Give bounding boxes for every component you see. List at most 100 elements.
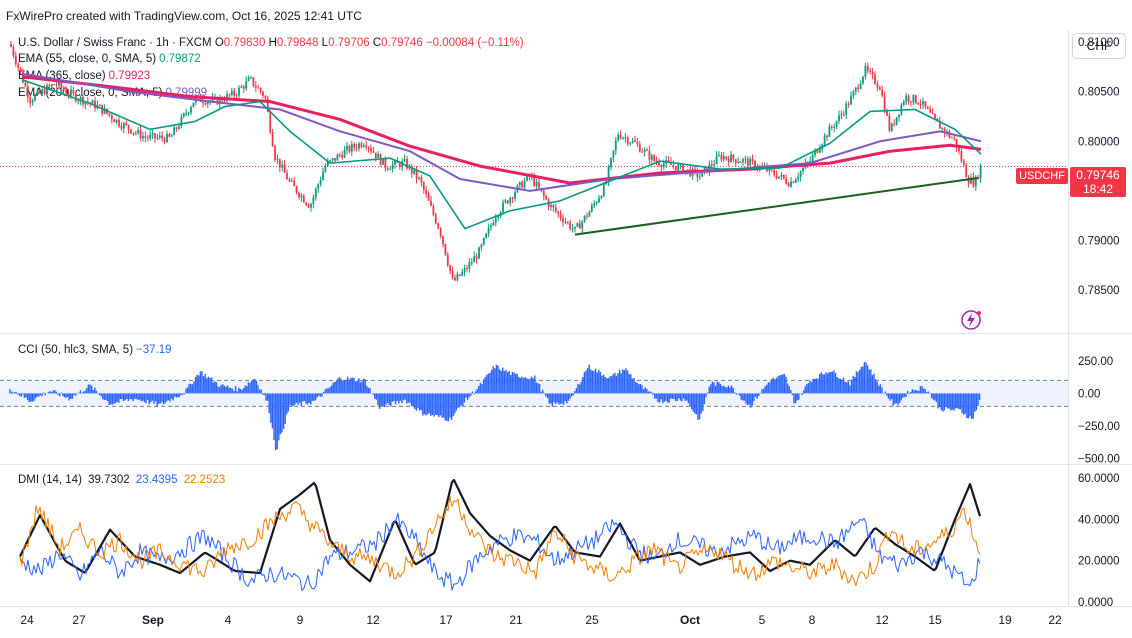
cci-bar (210, 377, 213, 394)
cci-bar (650, 392, 653, 394)
cci-bar (740, 393, 742, 400)
cci-bar (38, 393, 40, 397)
candle-body (14, 55, 17, 64)
candle-body (917, 102, 920, 105)
cci-bar (742, 393, 744, 401)
cci-bar (564, 393, 566, 402)
cci-bar (415, 393, 418, 411)
cci-bar (646, 388, 648, 394)
cci-bar (404, 393, 406, 400)
support-trendline (574, 177, 979, 236)
cci-bar (353, 377, 355, 394)
candle-body (365, 145, 368, 148)
cci-bar (772, 377, 774, 394)
ema55-legend[interactable]: EMA (55, close, 0, SMA, 5) 0.79872 (18, 53, 204, 65)
cci-bar (918, 390, 920, 394)
cci-bar (58, 393, 61, 397)
cci-bar (943, 393, 946, 411)
cci-bar (111, 393, 114, 405)
cci-bar (473, 393, 475, 395)
cci-bar (764, 386, 766, 394)
candle-body (245, 80, 248, 89)
candle-body (170, 135, 173, 137)
cci-bar (90, 385, 93, 394)
candle-body (422, 182, 425, 190)
dmi-legend[interactable]: DMI (14, 14) 39.7302 23.4395 22.2523 (18, 474, 228, 486)
cci-bar (393, 393, 395, 402)
candle-body (418, 177, 420, 179)
candle-body (254, 85, 257, 88)
cci-bar (666, 393, 669, 403)
candle-body (77, 100, 80, 102)
cci-bar (145, 393, 147, 404)
cci-bar (66, 393, 69, 398)
cci-bar (121, 393, 123, 400)
cci-bar (420, 393, 422, 411)
cci-bar (639, 384, 642, 394)
cci-bar (127, 393, 130, 402)
cci-bar (812, 378, 814, 394)
cci-bar (796, 393, 798, 401)
cci-bar (863, 362, 866, 394)
cci-bar (161, 393, 163, 403)
cci-bar (628, 374, 630, 394)
cci-bar (226, 385, 229, 394)
candle-body (737, 162, 740, 164)
cci-bar (663, 393, 666, 402)
cci-bar (550, 393, 552, 404)
candle-body (374, 152, 377, 158)
cci-bar (823, 374, 826, 394)
cci-bar (802, 390, 805, 394)
candle-body (953, 138, 956, 140)
cci-bar (450, 393, 453, 420)
candle-body (178, 126, 180, 129)
candle-body (653, 155, 656, 161)
cci-bar (55, 391, 58, 394)
candle-body (612, 150, 615, 158)
candle-body (262, 91, 264, 97)
cci-bar (753, 393, 755, 402)
time-axis-label: 19 (998, 613, 1012, 627)
cci-bar (449, 393, 451, 418)
cci-bar (654, 393, 656, 399)
dmi-minus-di-line (19, 495, 981, 587)
cci-legend[interactable]: CCI (50, hlc3, SMA, 5) −37.19 (18, 344, 175, 356)
cci-bar (442, 393, 445, 418)
bar-countdown: 18:42 (1082, 182, 1114, 196)
cci-bar (455, 393, 458, 411)
cci-bar (922, 388, 925, 394)
cci-bar (214, 381, 216, 394)
candle-body (274, 146, 276, 160)
candle-body (355, 147, 358, 149)
cci-bar (438, 393, 440, 418)
candle-body (648, 150, 651, 160)
cci-bar (330, 385, 333, 394)
candle-body (574, 226, 576, 229)
cci-bar (631, 378, 634, 394)
cci-bar (761, 389, 763, 394)
candle-body (439, 228, 442, 237)
candle-body (154, 133, 156, 139)
cci-bar (268, 393, 270, 414)
time-axis-label: 15 (928, 613, 942, 627)
cci-bar (710, 384, 712, 394)
time-axis-label: 25 (585, 613, 599, 627)
cci-bar (902, 393, 904, 398)
cci-bar (326, 388, 328, 394)
cci-bar (209, 377, 211, 394)
cci-bar (446, 393, 448, 421)
cci-bar (598, 369, 600, 394)
cci-bar (158, 393, 160, 404)
candle-body (134, 132, 137, 134)
cci-bar (638, 384, 640, 394)
candle-body (38, 90, 41, 93)
currency-button[interactable]: CHF (1072, 33, 1126, 59)
cci-bar (402, 393, 405, 401)
candle-body (242, 86, 245, 89)
cci-bar (26, 393, 29, 401)
candle-body (458, 274, 461, 276)
cci-value: −37.19 (136, 344, 172, 356)
candle-body (338, 154, 341, 156)
cci-bar (150, 393, 152, 403)
